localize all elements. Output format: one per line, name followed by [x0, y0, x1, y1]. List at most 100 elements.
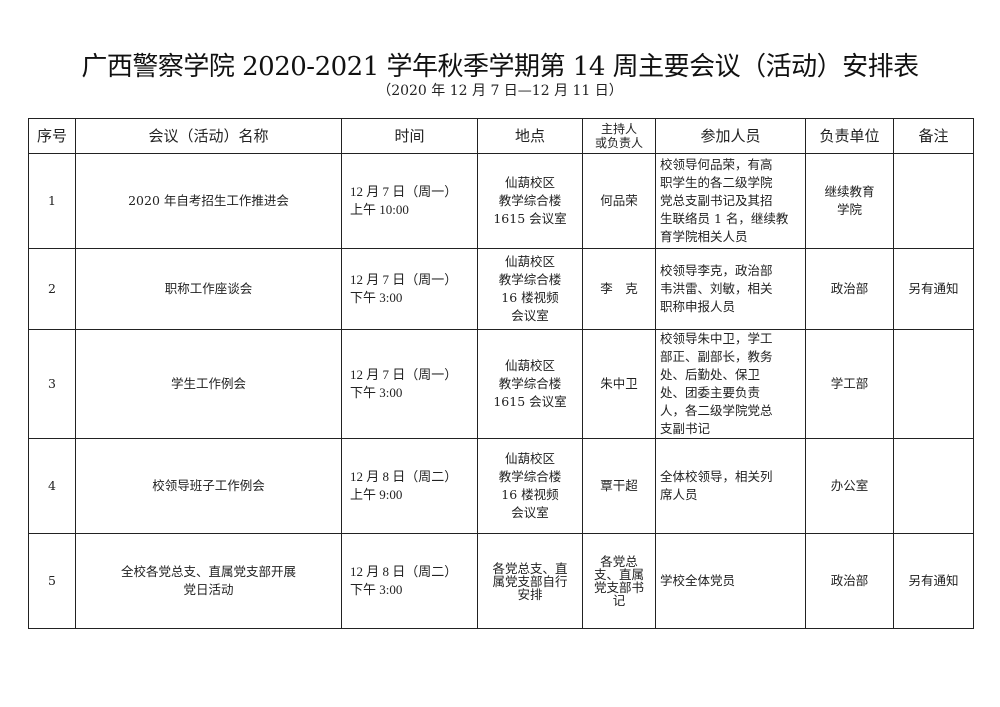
unit-line: 政治部 [830, 573, 869, 588]
participants-line: 支副书记 [660, 421, 711, 436]
participants-line: 处、团委主要负责 [660, 385, 761, 400]
place-line: 1615 会议室 [493, 394, 567, 409]
cell-time: 12 月 8 日（周二） 上午 9:00 [341, 438, 478, 534]
place-line: 教学综合楼 [498, 193, 562, 208]
cell-name: 校领导班子工作例会 [75, 438, 342, 534]
time-line: 12 月 7 日（周一） [350, 272, 458, 287]
participants-line: 全体校领导，相关列 [660, 469, 773, 484]
participants-line: 人，各二级学院党总 [660, 403, 773, 418]
time-line: 12 月 8 日（周二） [350, 564, 458, 579]
cell-place: 仙葫校区 教学综合楼 16 楼视频 会议室 [477, 438, 583, 534]
participants-line: 职称申报人员 [660, 299, 736, 314]
unit-line: 政治部 [830, 281, 869, 296]
name-line: 全校各党总支、直属党支部开展 [120, 564, 296, 579]
time-line: 12 月 8 日（周二） [350, 469, 458, 484]
cell-name: 全校各党总支、直属党支部开展 党日活动 [75, 533, 342, 629]
host-line: 何品荣 [600, 193, 638, 208]
cell-host: 覃干超 [582, 438, 656, 534]
unit-line: 学院 [836, 202, 862, 217]
cell-time: 12 月 7 日（周一） 下午 3:00 [341, 248, 478, 330]
header-host-line2: 或负责人 [594, 136, 643, 150]
cell-no: 2 [28, 248, 76, 330]
cell-no: 4 [28, 438, 76, 534]
participants-line: 生联络员 1 名，继续教 [660, 211, 789, 226]
participants-line: 党总支副书记及其招 [660, 193, 773, 208]
page-title: 广西警察学院 2020-2021 学年秋季学期第 14 周主要会议（活动）安排表 [81, 52, 919, 82]
cell-time: 12 月 7 日（周一） 上午 10:00 [341, 153, 478, 249]
participants-line: 韦洪雷、刘敏，相关 [660, 281, 773, 296]
name-line: 职称工作座谈会 [164, 281, 253, 296]
unit-line: 办公室 [830, 478, 869, 493]
cell-host: 朱中卫 [582, 329, 656, 439]
cell-host: 各党总 支、直属 党支部书记 [582, 533, 656, 629]
unit-line: 学工部 [830, 376, 869, 391]
name-line: 校领导班子工作例会 [152, 478, 265, 493]
name-line: 2020 年自考招生工作推进会 [128, 193, 289, 208]
participants-line: 职学生的各二级学院 [660, 175, 773, 190]
cell-name: 2020 年自考招生工作推进会 [75, 153, 342, 249]
cell-remark [893, 329, 974, 439]
schedule-table: 序号 会议（活动）名称 时间 地点 主持人 或负责人 参加人员 负责单位 备注 1… [28, 118, 974, 629]
place-line: 教学综合楼 [498, 376, 562, 391]
host-line: 覃干超 [600, 478, 638, 493]
participants-line: 学校全体党员 [660, 573, 736, 588]
place-line: 仙葫校区 [504, 254, 555, 269]
place-line: 教学综合楼 [498, 272, 562, 287]
cell-unit: 政治部 [805, 533, 894, 629]
cell-remark [893, 438, 974, 534]
table-header-row: 序号 会议（活动）名称 时间 地点 主持人 或负责人 参加人员 负责单位 备注 [28, 118, 974, 154]
participants-line: 育学院相关人员 [660, 229, 748, 244]
host-line: 各党总 [600, 554, 638, 569]
cell-participants: 校领导朱中卫，学工 部正、副部长，教务 处、后勤处、保卫 处、团委主要负责 人，各二级学… [655, 329, 806, 439]
time-line: 12 月 7 日（周一） [350, 367, 458, 382]
place-line: 仙葫校区 [504, 451, 555, 466]
place-line: 会议室 [511, 308, 549, 323]
cell-name: 职称工作座谈会 [75, 248, 342, 330]
cell-place: 仙葫校区教学综合楼 16 楼视频 会议室 [477, 248, 583, 330]
place-line: 教学综合楼 [498, 469, 562, 484]
cell-participants: 全体校领导，相关列 席人员 [655, 438, 806, 534]
cell-unit: 继续教育 学院 [805, 153, 894, 249]
table-row: 1 2020 年自考招生工作推进会 12 月 7 日（周一） 上午 10:00 仙葫校区… [28, 153, 974, 249]
participants-line: 处、后勤处、保卫 [660, 367, 761, 382]
cell-participants: 学校全体党员 [655, 533, 806, 629]
cell-unit: 学工部 [805, 329, 894, 439]
table-row: 4 校领导班子工作例会 12 月 8 日（周二） 上午 9:00 仙葫校区 教学综合楼 16… [28, 438, 974, 534]
cell-place: 仙葫校区 教学综合楼 1615 会议室 [477, 329, 583, 439]
place-line: 属党支部自行 [492, 573, 568, 589]
host-line: 李 克 [600, 281, 638, 296]
cell-remark: 另有通知 [893, 533, 974, 629]
cell-unit: 政治部 [805, 248, 894, 330]
table-row: 5 全校各党总支、直属党支部开展 党日活动 12 月 8 日（周二） 下午 3:00 各党… [28, 533, 974, 629]
cell-no: 1 [28, 153, 76, 249]
host-line: 党支部书 [593, 580, 644, 595]
time-line: 12 月 7 日（周一） [350, 184, 458, 199]
remark-line: 另有通知 [908, 281, 959, 296]
time-line: 上午 10:00 [350, 202, 409, 217]
header-time: 时间 [341, 118, 478, 154]
time-line: 上午 9:00 [350, 487, 403, 502]
name-line: 学生工作例会 [170, 376, 246, 391]
header-participants: 参加人员 [655, 118, 806, 154]
header-no: 序号 [28, 118, 76, 154]
name-line: 党日活动 [183, 582, 234, 597]
cell-unit: 办公室 [805, 438, 894, 534]
header-host: 主持人 或负责人 [582, 118, 656, 154]
cell-remark: 另有通知 [893, 248, 974, 330]
header-host-line1: 主持人 [600, 122, 637, 136]
time-line: 下午 3:00 [350, 582, 403, 597]
host-line: 支、直属 [593, 567, 644, 582]
cell-time: 12 月 7 日（周一） 下午 3:00 [341, 329, 478, 439]
remark-line: 另有通知 [908, 573, 959, 588]
host-line: 记 [612, 593, 626, 608]
place-line: 安排 [517, 586, 543, 602]
cell-place: 各党总支、直 属党支部自行 安排 [477, 533, 583, 629]
header-place: 地点 [477, 118, 583, 154]
cell-place: 仙葫校区 教学综合楼 1615 会议室 [477, 153, 583, 249]
unit-line: 继续教育 [824, 184, 875, 199]
cell-remark [893, 153, 974, 249]
place-line: 16 楼视频 [501, 290, 559, 305]
place-line: 仙葫校区 [504, 175, 555, 190]
participants-line: 部正、副部长，教务 [660, 349, 773, 364]
time-line: 下午 3:00 [350, 290, 403, 305]
